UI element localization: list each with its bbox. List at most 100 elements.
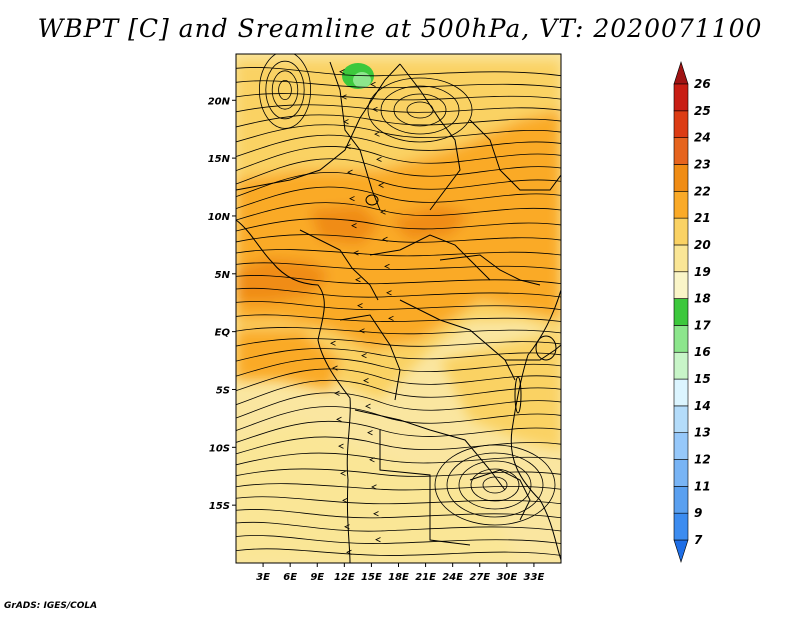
streamline [236, 262, 561, 271]
streamline-arrow [349, 196, 355, 202]
grads-credit: GrADS: IGES/COLA [4, 601, 98, 611]
colorbar-label: 9 [694, 506, 702, 520]
streamline [236, 392, 561, 419]
lon-tick-label: 33E [524, 572, 545, 583]
colorbar-label: 13 [694, 426, 711, 440]
colorbar-swatch [673, 486, 689, 514]
colorbar-swatch [673, 190, 689, 219]
coastline-west-africa [236, 219, 351, 563]
colorbar-label: 18 [694, 292, 711, 306]
streamline-arrow [372, 106, 378, 112]
border-angola-zambia [379, 430, 471, 546]
colorbar-swatch [673, 83, 689, 112]
streamline [236, 275, 561, 285]
colorbar-label: 12 [694, 453, 711, 467]
lake-chad [365, 194, 379, 206]
streamline [236, 218, 561, 232]
streamline-arrow [341, 94, 347, 100]
streamline [236, 535, 561, 544]
streamline-vortex [265, 60, 305, 120]
wbpt-21c-west [236, 330, 340, 390]
streamline-arrow [369, 457, 375, 463]
streamline-vortex [367, 77, 473, 143]
streamline-arrow [373, 511, 379, 517]
border-nigeria-cameroon [299, 229, 379, 301]
colorbar-label: 21 [694, 211, 711, 225]
colorbar-label: 24 [694, 131, 711, 145]
colorbar-swatch [673, 137, 689, 165]
colorbar-top-arrow [673, 61, 689, 85]
streamline-arrow [342, 497, 348, 503]
streamline-vortex [434, 444, 556, 526]
colorbar-label: 20 [694, 238, 711, 252]
map-plot-area [236, 54, 561, 563]
colorbar-swatch [673, 164, 689, 192]
border-drc-south [354, 409, 506, 491]
colorbar-swatch [673, 405, 689, 434]
lat-tick-label: 15N [208, 154, 231, 165]
streamline-arrow [355, 277, 361, 283]
lon-tick-label: 3E [256, 572, 270, 583]
streamline [236, 301, 561, 311]
latitude-axis: 20N 15N 10N 5N EQ 5S 10S 15S [208, 96, 236, 512]
streamline-arrow [382, 236, 388, 242]
lat-tick-label: 5N [215, 270, 231, 281]
colorbar-label: 26 [694, 77, 711, 91]
streamline-arrow [339, 69, 345, 75]
streamline-arrow [340, 470, 346, 476]
lat-tick-label: EQ [215, 328, 231, 339]
wbpt-18c-patch [353, 72, 371, 88]
streamline [236, 338, 561, 347]
streamline-vortex [446, 452, 544, 518]
lon-tick-label: 18E [388, 572, 409, 583]
streamline [236, 158, 561, 185]
wbpt-22c-east [390, 205, 470, 240]
longitude-axis: 3E 6E 9E 12E 15E 18E 21E 24E 27E 30E 33E [256, 563, 544, 583]
border-congo-drc [339, 314, 401, 401]
colorbar: 7 9 11 12 13 14 15 16 17 18 19 20 21 22 23 24 25 26 [673, 61, 711, 563]
streamline-arrow [375, 537, 381, 543]
streamline [236, 234, 561, 243]
streamline-arrow [386, 290, 392, 296]
streamline [236, 249, 561, 257]
streamline-arrow [330, 340, 336, 346]
wbpt-21c-band [236, 110, 561, 350]
streamline [236, 314, 561, 322]
streamline [236, 468, 561, 477]
colorbar-label: 19 [694, 265, 711, 279]
streamline-arrow [334, 390, 340, 396]
streamline [236, 368, 561, 392]
colorbar-swatch [673, 459, 689, 487]
streamline-arrow [357, 303, 363, 309]
streamline [236, 186, 561, 209]
streamline-arrow [351, 223, 357, 229]
border-niger-chad [329, 61, 381, 211]
streamline [236, 145, 561, 171]
streamline [236, 379, 561, 406]
colorbar-swatch [673, 325, 689, 353]
border-southsudan [439, 254, 541, 286]
streamline [236, 287, 561, 298]
streamline-arrow [361, 353, 367, 359]
streamline [236, 93, 561, 101]
streamline-arrow [332, 365, 338, 371]
border-mozambique-zimbabwe [469, 469, 531, 521]
streamline [236, 171, 561, 198]
streamline-arrow [359, 328, 365, 334]
border-drc-east [399, 299, 516, 381]
wbpt-shading [236, 60, 561, 563]
colorbar-swatch [673, 271, 689, 299]
streamline-vortex [271, 70, 299, 110]
colorbar-swatch [673, 432, 689, 460]
colorbar-swatch [673, 110, 689, 138]
streamline-arrow [374, 131, 380, 137]
streamline [236, 358, 561, 377]
streamline-arrow [378, 182, 384, 188]
border-sudan-ethiopia [469, 119, 561, 191]
streamline [236, 202, 561, 221]
colorbar-label: 16 [694, 345, 711, 359]
lat-tick-label: 10N [208, 212, 231, 223]
streamline-arrow [371, 484, 377, 490]
lake-tanganyika [514, 376, 522, 414]
